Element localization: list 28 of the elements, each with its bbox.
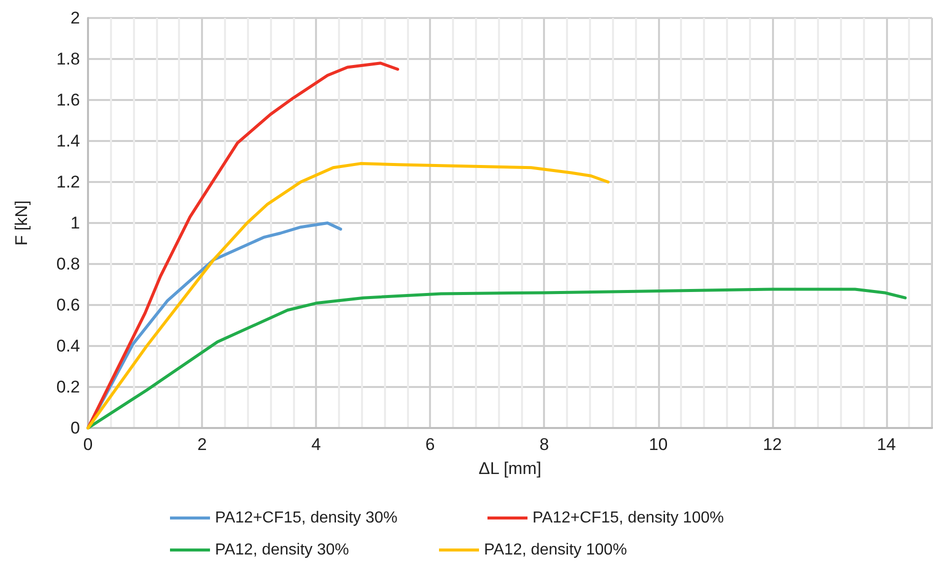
legend-label: PA12, density 30% [215,542,350,558]
y-tick-label: 1.8 [56,50,80,68]
y-tick-label: 0.6 [56,296,80,314]
line-series [86,62,400,430]
y-tick-label: 1 [70,214,80,232]
y-axis-title: F [kN] [12,200,31,246]
y-tick-label: 1.6 [56,90,80,110]
y-tick-label: 1.4 [56,132,80,150]
y-tick-label: 0.8 [56,254,80,274]
x-tick-label: 0 [83,435,93,454]
y-tick-label: 1.2 [56,172,80,192]
x-tick-label: 14 [876,435,896,454]
line-series [86,162,610,430]
x-tick-label: 12 [762,435,782,454]
legend-label: PA12+CF15, density 30% [215,510,398,526]
y-tick-label: 0 [70,418,80,438]
legend-label: PA12+CF15, density 100% [532,510,724,526]
x-tick-label: 8 [539,435,549,454]
x-tick-label: 10 [648,435,668,454]
x-tick-label: 2 [197,435,207,454]
x-tick-label: 6 [425,435,435,454]
x-tick-label: 4 [311,435,321,454]
y-tick-label: 0.2 [56,378,80,396]
y-tick-label: 0.4 [56,336,80,356]
y-tick-label: 2 [70,8,80,28]
x-axis-title: ΔL [mm] [478,459,542,478]
line-series [86,288,907,430]
legend-label: PA12, density 100% [484,542,627,558]
